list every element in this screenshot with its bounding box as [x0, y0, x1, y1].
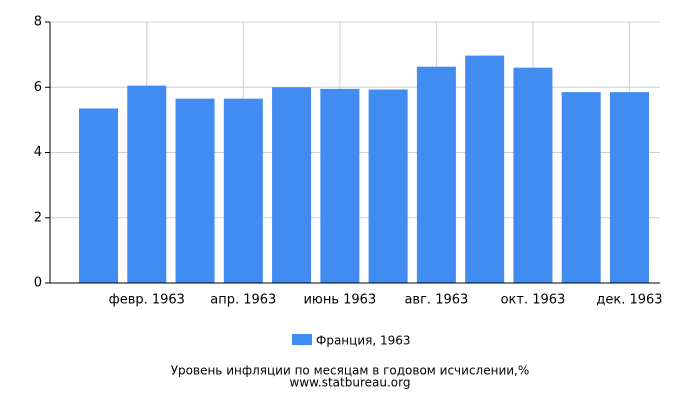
y-tick-label: 8 — [34, 15, 42, 30]
bar — [416, 66, 456, 283]
x-tick-label: июнь 1963 — [303, 293, 376, 308]
bar — [320, 88, 360, 283]
bar — [513, 67, 553, 283]
legend-swatch — [292, 334, 312, 345]
bar — [609, 92, 649, 283]
chart-subtitle: www.statbureau.org — [290, 376, 411, 390]
x-tick-label: окт. 1963 — [501, 293, 566, 308]
chart-title: Уровень инфляции по месяцам в годовом ис… — [171, 364, 530, 378]
x-tick-label: дек. 1963 — [596, 293, 662, 308]
x-tick-label: авг. 1963 — [404, 293, 468, 308]
bar — [368, 89, 408, 283]
y-tick-label: 4 — [34, 145, 42, 160]
y-tick-label: 2 — [34, 210, 42, 225]
bar — [127, 85, 167, 284]
y-tick-label: 6 — [34, 80, 42, 95]
bar — [79, 108, 118, 283]
bar — [223, 98, 263, 283]
bar — [561, 92, 601, 283]
bar — [272, 87, 312, 283]
x-tick-label: февр. 1963 — [109, 293, 185, 308]
bar — [175, 98, 215, 283]
bar — [465, 55, 505, 284]
legend-label: Франция, 1963 — [316, 334, 411, 348]
x-tick-label: апр. 1963 — [210, 293, 276, 308]
y-tick-label: 0 — [34, 276, 42, 291]
